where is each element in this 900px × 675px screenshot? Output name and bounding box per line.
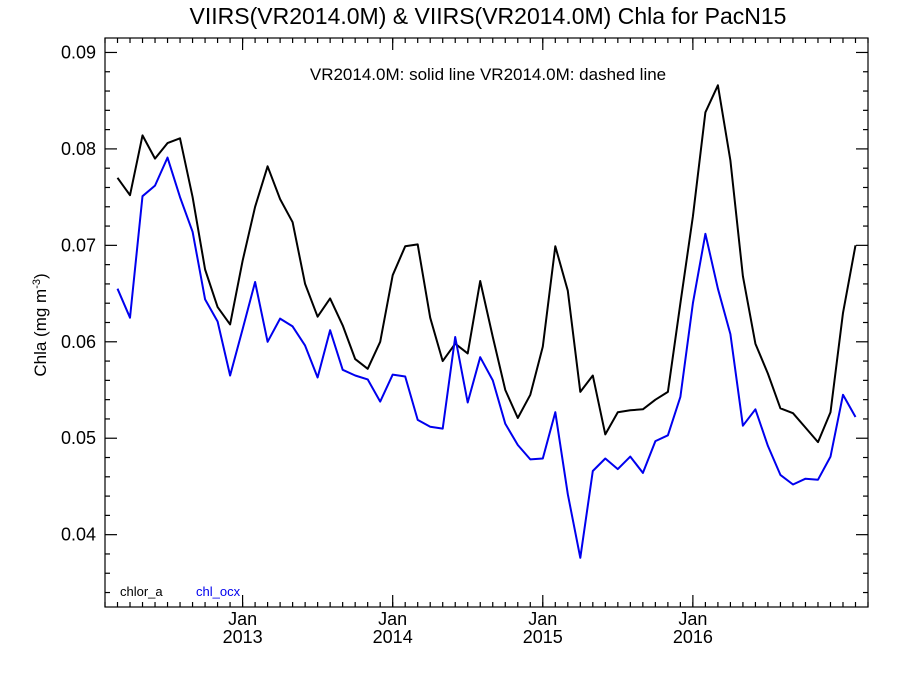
x-tick-label-year: 2013 xyxy=(223,627,263,647)
legend-item-chlor-a: chlor_a xyxy=(120,584,163,599)
series-line-chlor-a xyxy=(116,84,857,444)
series-line-chl-ocx xyxy=(116,156,857,559)
y-axis-label: Chla (mg m-3) xyxy=(31,273,50,376)
y-tick-label: 0.08 xyxy=(61,139,96,159)
plot-frame xyxy=(104,37,869,608)
legend-item-chl-ocx: chl_ocx xyxy=(196,584,241,599)
x-tick-label-month: Jan xyxy=(228,609,257,629)
x-tick-label-month: Jan xyxy=(378,609,407,629)
y-tick-label: 0.07 xyxy=(61,235,96,255)
y-tick-label: 0.04 xyxy=(61,525,96,545)
series-group xyxy=(116,84,857,559)
legend: chlor_a chl_ocx xyxy=(120,584,241,599)
x-tick-label-year: 2014 xyxy=(373,627,413,647)
x-tick-label-year: 2015 xyxy=(523,627,563,647)
x-tick-label-year: 2016 xyxy=(673,627,713,647)
x-tick-label-month: Jan xyxy=(528,609,557,629)
chart-title: VIIRS(VR2014.0M) & VIIRS(VR2014.0M) Chla… xyxy=(190,3,787,29)
x-tick-label-month: Jan xyxy=(678,609,707,629)
y-tick-label: 0.06 xyxy=(61,332,96,352)
y-tick-label: 0.05 xyxy=(61,428,96,448)
y-tick-label: 0.09 xyxy=(61,42,96,62)
y-axis: 0.04 0.05 0.06 0.07 0.08 0.09 xyxy=(61,42,868,594)
chart-subtitle: VR2014.0M: solid line VR2014.0M: dashed … xyxy=(310,65,666,84)
